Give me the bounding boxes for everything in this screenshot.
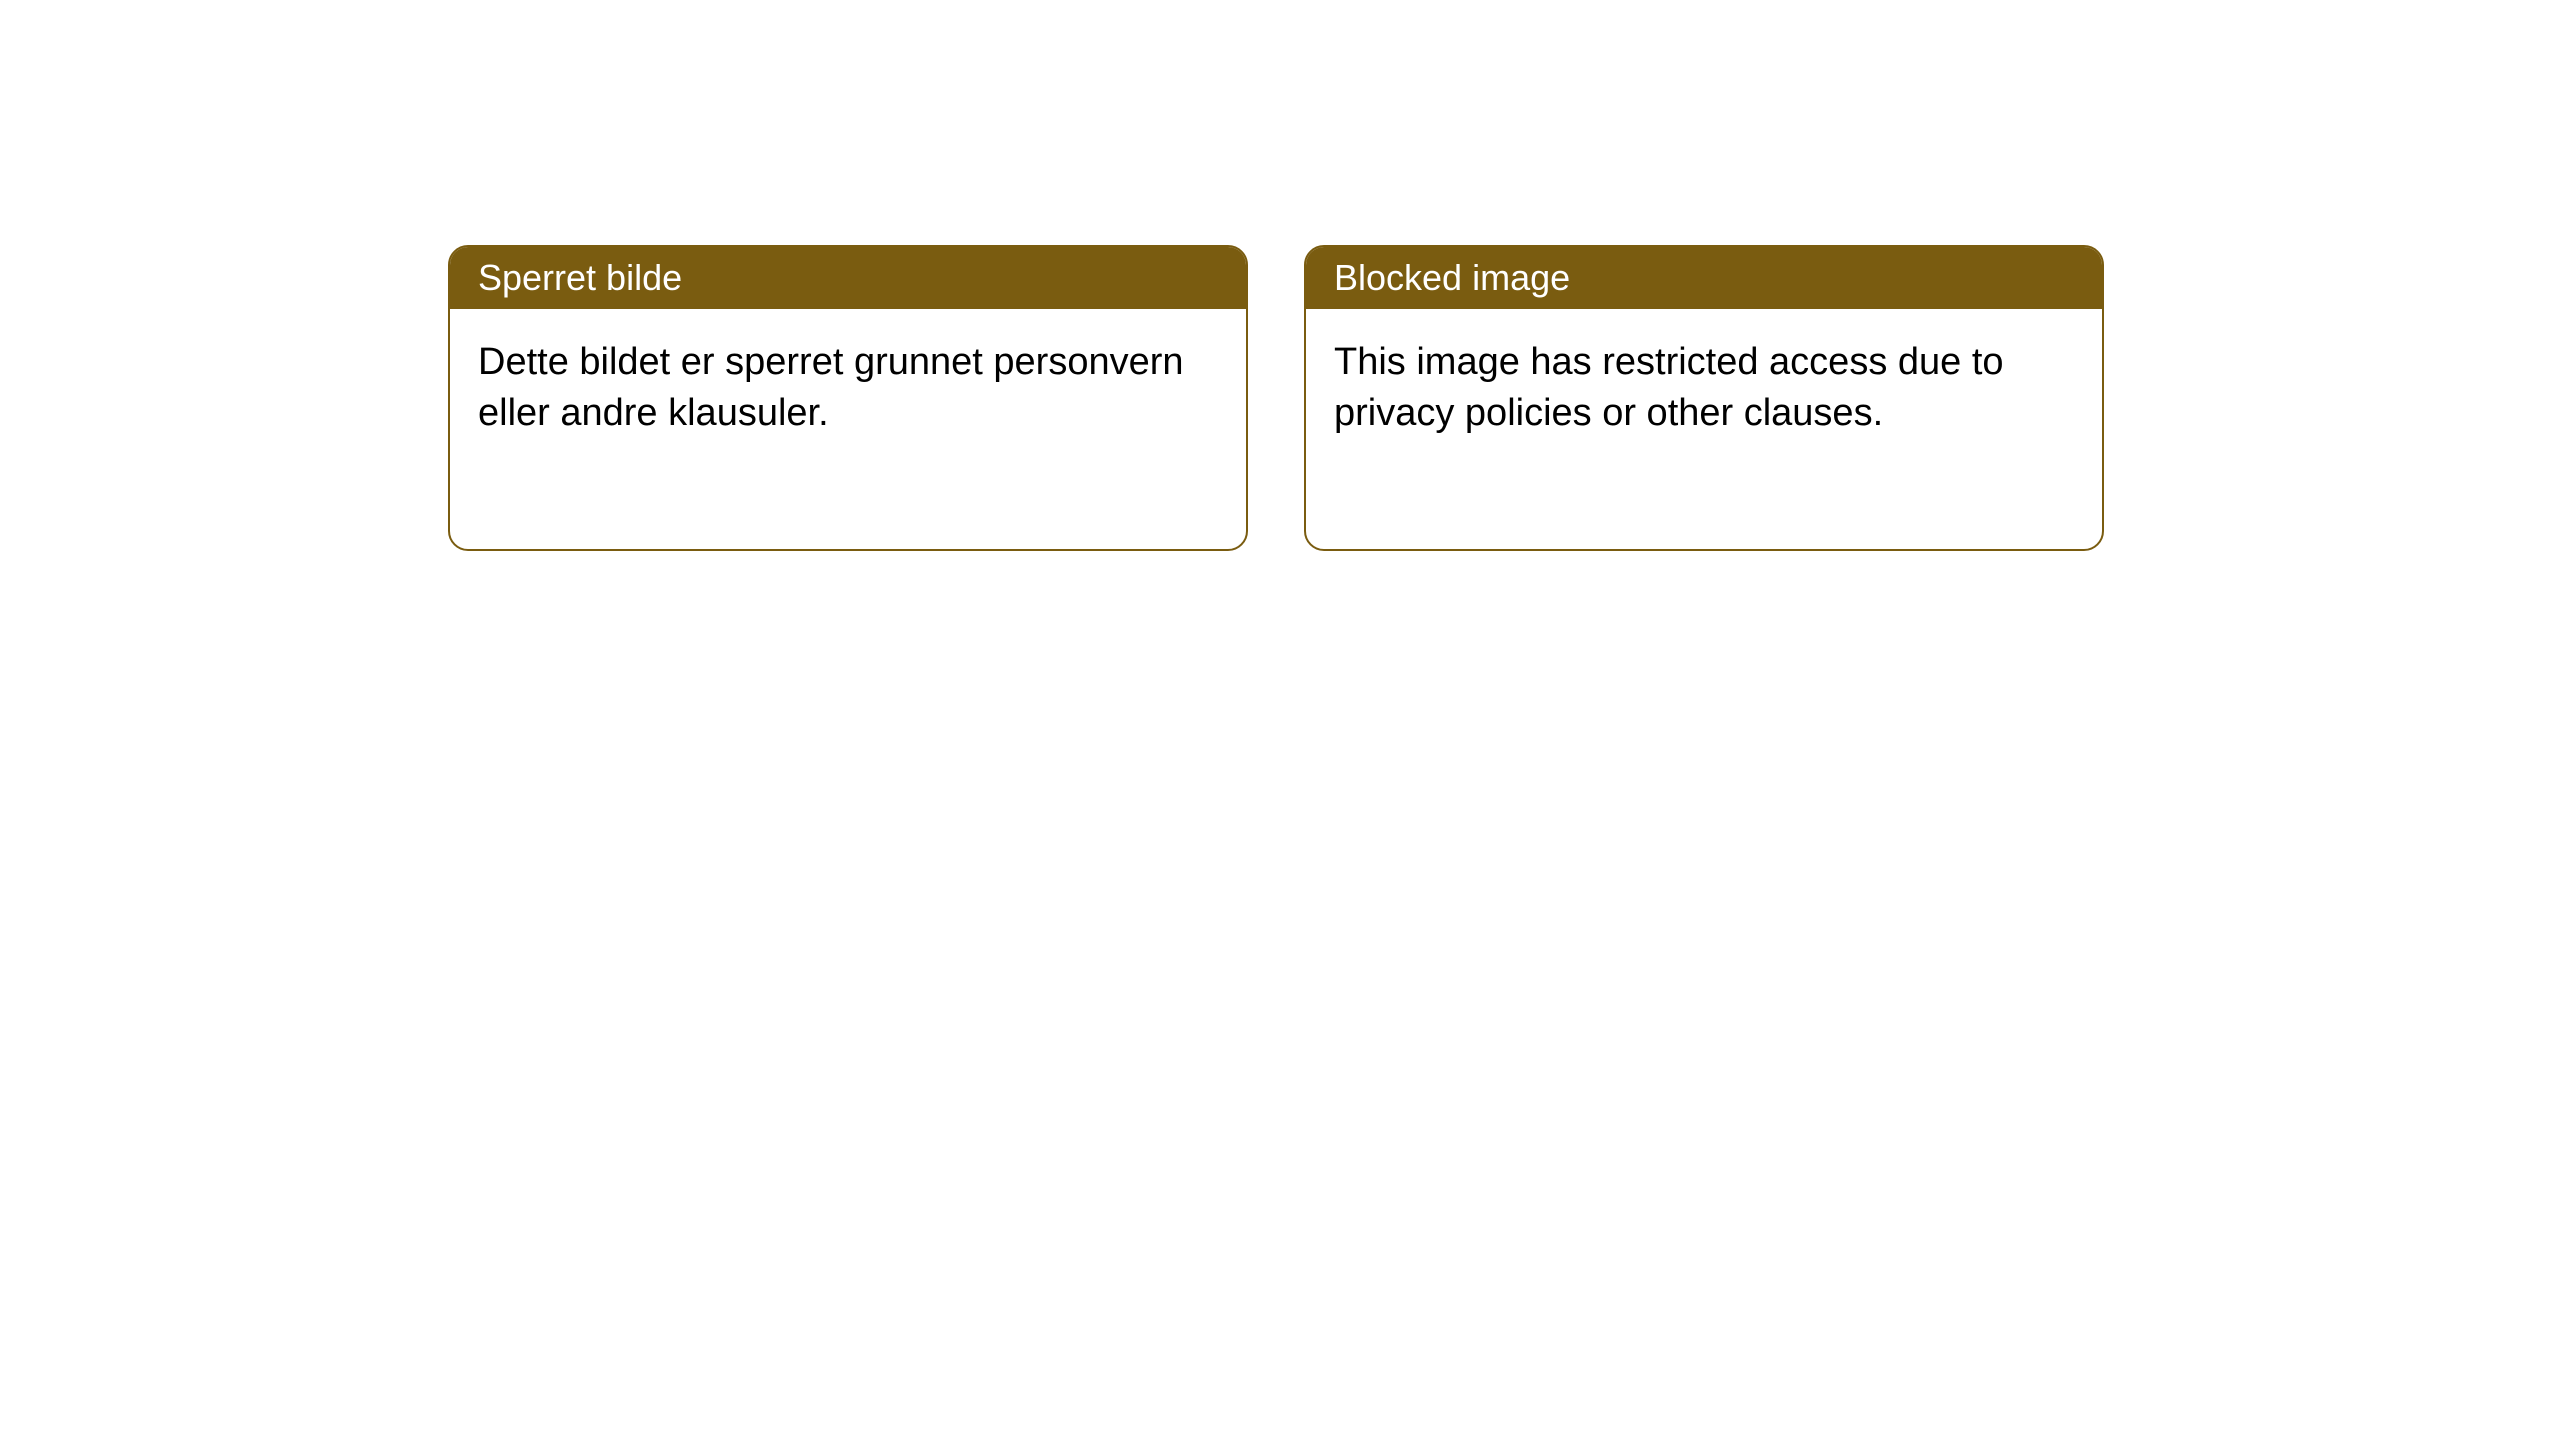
notice-cards-container: Sperret bilde Dette bildet er sperret gr… — [448, 245, 2104, 551]
card-body: This image has restricted access due to … — [1306, 309, 2102, 549]
notice-card-norwegian: Sperret bilde Dette bildet er sperret gr… — [448, 245, 1248, 551]
card-body: Dette bildet er sperret grunnet personve… — [450, 309, 1246, 549]
card-title: Sperret bilde — [478, 257, 682, 298]
card-body-text: Dette bildet er sperret grunnet personve… — [478, 337, 1218, 440]
card-title: Blocked image — [1334, 257, 1570, 298]
card-body-text: This image has restricted access due to … — [1334, 337, 2074, 440]
card-header: Sperret bilde — [450, 247, 1246, 309]
notice-card-english: Blocked image This image has restricted … — [1304, 245, 2104, 551]
card-header: Blocked image — [1306, 247, 2102, 309]
